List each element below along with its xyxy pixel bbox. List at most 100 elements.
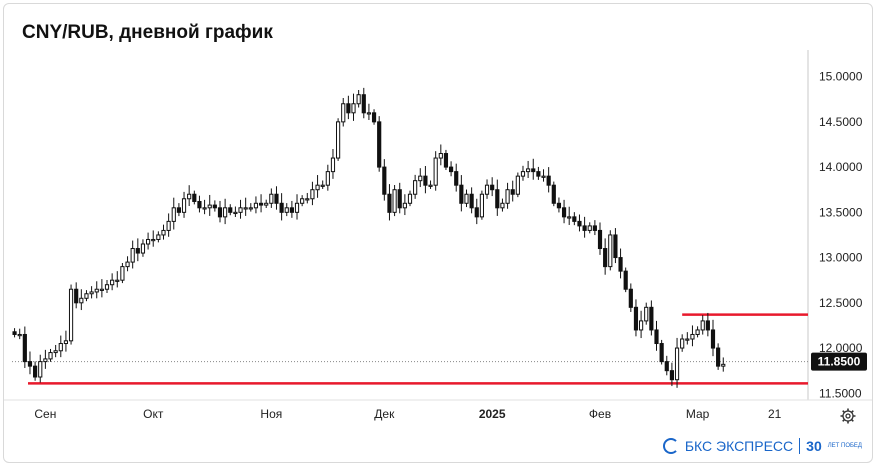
candle-body [279,202,284,213]
candle-body [567,216,572,219]
candle-body [515,175,520,195]
candle-body [238,207,243,213]
candle-body [474,207,479,218]
candle-body [639,320,644,331]
candle-body [484,184,490,195]
x-tick-label: 2025 [479,407,506,421]
candle-body [207,204,212,209]
candle-body [89,291,94,295]
candle-body [125,261,130,268]
candle-body [22,333,27,363]
y-tick-label: 13.5000 [819,205,863,219]
candle-body [490,184,495,191]
candle-body [577,220,582,227]
candle-body [613,234,618,259]
candle-body [253,202,259,209]
candle-body [330,157,336,173]
candle-body [448,166,454,173]
brand-divider [799,438,801,454]
candle-body [192,193,197,202]
candle-body [644,306,649,322]
y-tick-label: 13.0000 [819,251,863,265]
candle-body [94,288,99,293]
candle-body [228,207,233,213]
candle-body [43,358,48,363]
candle-body [166,220,171,231]
brand-anniversary: 30 [806,438,822,454]
candle-body [592,225,597,231]
x-tick-label: Дек [374,407,395,421]
candle-body [710,329,716,349]
candle-body [104,284,110,290]
candle-body [361,94,366,114]
candle-body [140,243,146,254]
candle-body [674,347,680,381]
candle-body [341,103,346,123]
candle-body [428,184,433,187]
candle-body [289,207,294,213]
candle-body [582,225,587,231]
y-axis-labels: 15.0000 14.5000 14.0000 13.5000 13.0000 12.50… [819,70,863,401]
candle-body [695,329,700,335]
x-tick-label: Сен [34,407,56,421]
candle-body [79,297,84,304]
candle-body [556,202,562,209]
candle-body [438,153,443,159]
y-tick-label: 11.5000 [819,386,862,400]
candle-body [145,238,151,245]
candle-body [423,175,428,186]
candle-body [382,166,387,195]
candle-body [325,171,330,186]
candle-body [12,331,17,335]
candlestick-chart[interactable]: 15.0000 14.5000 14.0000 13.5000 13.0000 12.50… [4,4,872,462]
candle-body [243,207,248,210]
bks-logo-icon [662,438,679,454]
candle-body [212,204,217,209]
candle-body [17,333,22,337]
chart-frame: CNY/RUB, дневной график 15.0000 14.5000 14… [3,3,873,463]
candle-body [336,121,341,159]
candle-body [716,347,721,367]
candle-body [572,216,577,222]
candle-body [633,306,639,331]
candle-body [721,363,726,367]
x-tick-label: Фев [589,407,611,421]
candle-body [366,112,372,115]
candle-body [526,168,531,173]
y-tick-label: 14.0000 [819,160,863,174]
candle-body [187,193,192,200]
candle-body [479,193,484,218]
candle-body [654,329,659,345]
candle-body [181,198,187,213]
candle-body [223,207,228,218]
candle-body [315,184,320,191]
candle-body [546,175,551,186]
candle-body [115,279,120,282]
candle-body [161,229,166,236]
candle-body [597,229,603,250]
x-tick-label: Ноя [260,407,282,421]
candle-body [248,207,253,210]
candle-body [27,361,33,367]
candle-body [587,225,592,231]
last-price-box [811,352,867,371]
candle-body [418,175,423,182]
candle-body [58,343,63,352]
candle-body [176,207,181,213]
gear-icon[interactable] [840,408,856,424]
candle-body [217,207,223,218]
candle-body [305,198,310,201]
candle-body [520,171,526,177]
candle-body [284,207,289,213]
candle-body [48,352,53,360]
price-axis [4,50,872,401]
candle-body [33,365,38,378]
candle-body [320,184,325,187]
candle-body [202,207,207,210]
candle-body [233,211,238,215]
candle-body [469,193,474,209]
candle-body [377,121,382,168]
y-tick-label: 12.0000 [819,341,863,355]
y-tick-label: 15.0000 [819,70,863,84]
candle-body [608,234,613,268]
